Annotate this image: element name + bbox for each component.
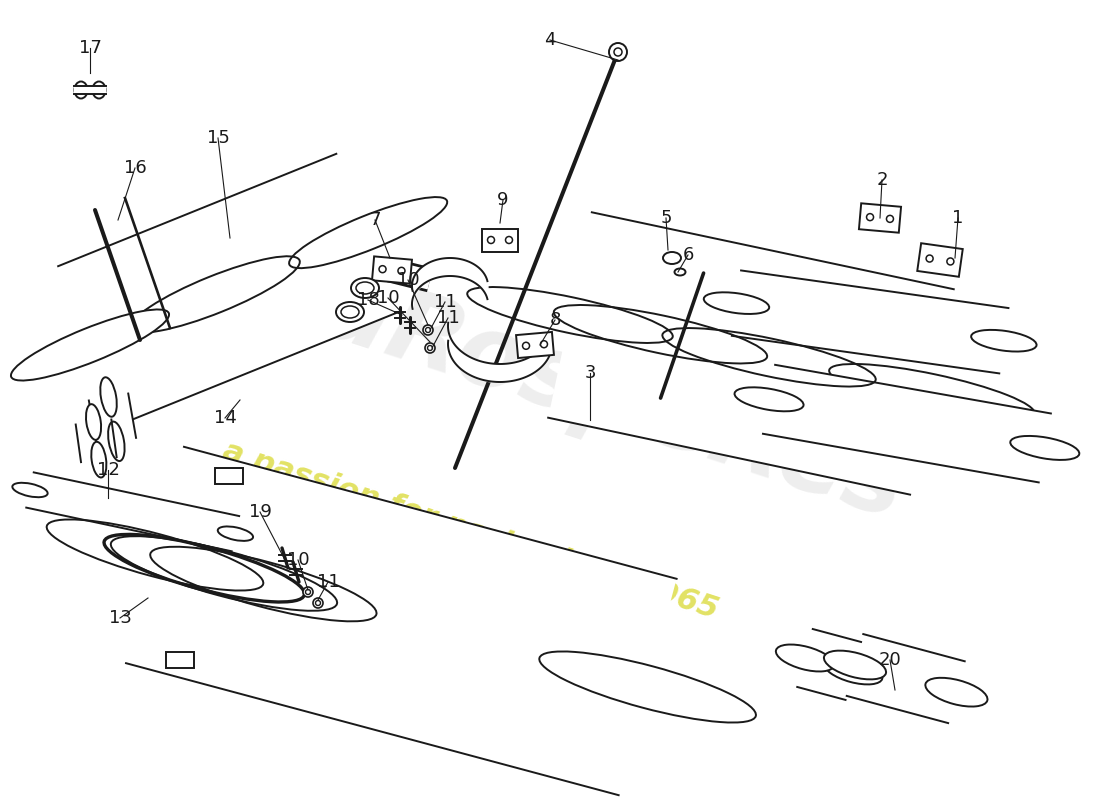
- Polygon shape: [482, 229, 518, 251]
- Text: 19: 19: [249, 503, 272, 521]
- Circle shape: [428, 346, 432, 350]
- Polygon shape: [58, 154, 400, 424]
- Circle shape: [614, 48, 622, 56]
- Circle shape: [867, 214, 873, 221]
- Text: 4: 4: [544, 31, 556, 49]
- Text: 11: 11: [433, 293, 456, 311]
- Ellipse shape: [92, 82, 106, 98]
- Text: 10: 10: [287, 551, 309, 569]
- Ellipse shape: [663, 252, 681, 264]
- Ellipse shape: [925, 678, 988, 706]
- Polygon shape: [763, 365, 1050, 482]
- Circle shape: [379, 266, 386, 273]
- Text: 6: 6: [682, 246, 694, 264]
- Ellipse shape: [468, 287, 673, 343]
- Ellipse shape: [776, 645, 834, 671]
- Text: 7: 7: [370, 211, 381, 229]
- Circle shape: [398, 267, 405, 274]
- Circle shape: [302, 587, 313, 597]
- Ellipse shape: [100, 378, 117, 417]
- Ellipse shape: [336, 302, 364, 322]
- Ellipse shape: [341, 306, 359, 318]
- Text: 15: 15: [207, 129, 230, 147]
- Polygon shape: [847, 634, 965, 723]
- Polygon shape: [798, 629, 861, 700]
- Polygon shape: [76, 419, 117, 462]
- Ellipse shape: [351, 278, 380, 298]
- Ellipse shape: [735, 387, 804, 411]
- Polygon shape: [516, 332, 554, 358]
- Ellipse shape: [11, 310, 169, 381]
- Ellipse shape: [704, 292, 769, 314]
- Text: 16: 16: [123, 159, 146, 177]
- Circle shape: [506, 237, 513, 243]
- Circle shape: [425, 343, 435, 353]
- Ellipse shape: [108, 422, 124, 461]
- Text: 5: 5: [660, 209, 672, 227]
- Text: 12: 12: [97, 461, 120, 479]
- Polygon shape: [859, 203, 901, 233]
- Polygon shape: [166, 652, 194, 668]
- Text: 14: 14: [213, 409, 236, 427]
- Circle shape: [540, 341, 548, 348]
- Ellipse shape: [91, 442, 107, 478]
- Circle shape: [947, 258, 954, 265]
- Ellipse shape: [12, 482, 47, 498]
- Ellipse shape: [86, 404, 101, 440]
- Text: 3: 3: [584, 364, 596, 382]
- Circle shape: [609, 43, 627, 61]
- Circle shape: [316, 601, 320, 606]
- Polygon shape: [214, 468, 243, 484]
- Polygon shape: [126, 447, 676, 795]
- Text: 18: 18: [356, 291, 380, 309]
- Text: 10: 10: [376, 289, 399, 307]
- Ellipse shape: [356, 282, 374, 294]
- Text: 10: 10: [397, 271, 419, 289]
- Ellipse shape: [674, 269, 685, 275]
- Ellipse shape: [75, 82, 88, 98]
- Ellipse shape: [289, 197, 448, 268]
- Circle shape: [926, 255, 933, 262]
- Text: 9: 9: [497, 191, 508, 209]
- Circle shape: [424, 325, 433, 335]
- Polygon shape: [548, 212, 954, 494]
- Text: 8: 8: [549, 311, 561, 329]
- Bar: [74, 86, 106, 94]
- Ellipse shape: [1010, 436, 1079, 460]
- Ellipse shape: [971, 330, 1036, 351]
- Circle shape: [887, 215, 893, 222]
- Ellipse shape: [539, 651, 756, 722]
- Polygon shape: [372, 256, 412, 284]
- Circle shape: [314, 598, 323, 608]
- Text: 2: 2: [877, 171, 888, 189]
- Text: 11: 11: [317, 573, 340, 591]
- Ellipse shape: [829, 364, 1035, 420]
- Text: euRospeRes: euRospeRes: [242, 239, 917, 541]
- Text: 11: 11: [437, 309, 460, 327]
- Ellipse shape: [824, 658, 882, 685]
- Ellipse shape: [218, 526, 253, 541]
- Polygon shape: [732, 270, 1009, 374]
- Text: 20: 20: [879, 651, 901, 669]
- Circle shape: [306, 590, 310, 594]
- Text: 17: 17: [78, 39, 101, 57]
- Text: 1: 1: [953, 209, 964, 227]
- Ellipse shape: [824, 650, 887, 679]
- Circle shape: [426, 327, 430, 333]
- Polygon shape: [917, 243, 962, 277]
- Circle shape: [522, 342, 529, 350]
- Polygon shape: [26, 472, 239, 551]
- Ellipse shape: [46, 519, 263, 590]
- Text: a passion for parts since 1965: a passion for parts since 1965: [219, 436, 722, 624]
- Polygon shape: [89, 394, 136, 445]
- Text: 13: 13: [109, 609, 131, 627]
- Circle shape: [487, 237, 495, 243]
